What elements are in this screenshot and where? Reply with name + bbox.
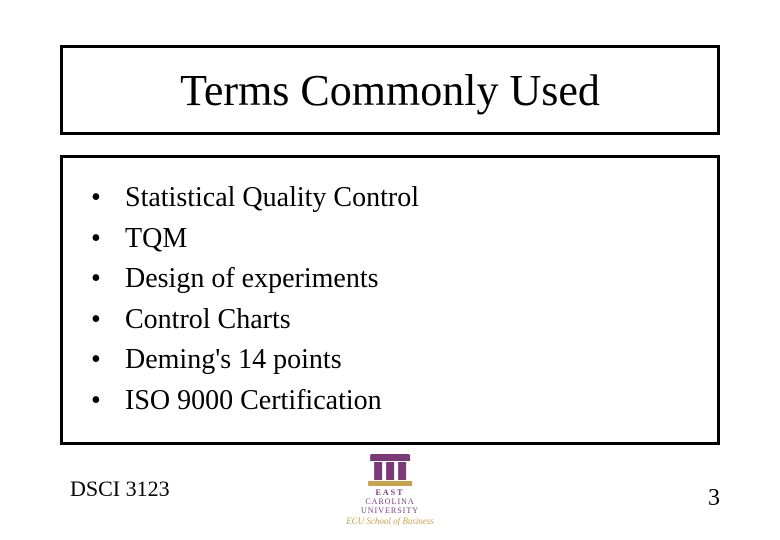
logo-tagline: ECU School of Business bbox=[346, 516, 434, 526]
list-item: • Design of experiments bbox=[91, 259, 689, 300]
bullet-text: Design of experiments bbox=[125, 259, 379, 300]
bullet-icon: • bbox=[91, 300, 125, 341]
logo-text-line2: CAROLINA bbox=[365, 497, 414, 506]
bullet-list: • Statistical Quality Control • TQM • De… bbox=[91, 178, 689, 422]
page-number: 3 bbox=[708, 485, 720, 512]
bullet-text: ISO 9000 Certification bbox=[125, 381, 382, 422]
logo-icon bbox=[369, 454, 411, 488]
title-container: Terms Commonly Used bbox=[60, 45, 720, 135]
body-container: • Statistical Quality Control • TQM • De… bbox=[60, 155, 720, 445]
logo-text-line3: UNIVERSITY bbox=[361, 506, 419, 515]
bullet-icon: • bbox=[91, 381, 125, 422]
bullet-text: Statistical Quality Control bbox=[125, 178, 419, 219]
list-item: • Control Charts bbox=[91, 300, 689, 341]
list-item: • Statistical Quality Control bbox=[91, 178, 689, 219]
list-item: • Deming's 14 points bbox=[91, 340, 689, 381]
slide-title: Terms Commonly Used bbox=[180, 65, 600, 116]
bullet-icon: • bbox=[91, 259, 125, 300]
footer-course-code: DSCI 3123 bbox=[70, 476, 170, 502]
bullet-text: TQM bbox=[125, 219, 187, 260]
bullet-icon: • bbox=[91, 178, 125, 219]
bullet-icon: • bbox=[91, 219, 125, 260]
list-item: • ISO 9000 Certification bbox=[91, 381, 689, 422]
bullet-text: Deming's 14 points bbox=[125, 340, 342, 381]
university-logo: EAST CAROLINA UNIVERSITY ECU School of B… bbox=[346, 454, 434, 526]
bullet-text: Control Charts bbox=[125, 300, 291, 341]
list-item: • TQM bbox=[91, 219, 689, 260]
bullet-icon: • bbox=[91, 340, 125, 381]
logo-text-line1: EAST bbox=[376, 488, 405, 497]
